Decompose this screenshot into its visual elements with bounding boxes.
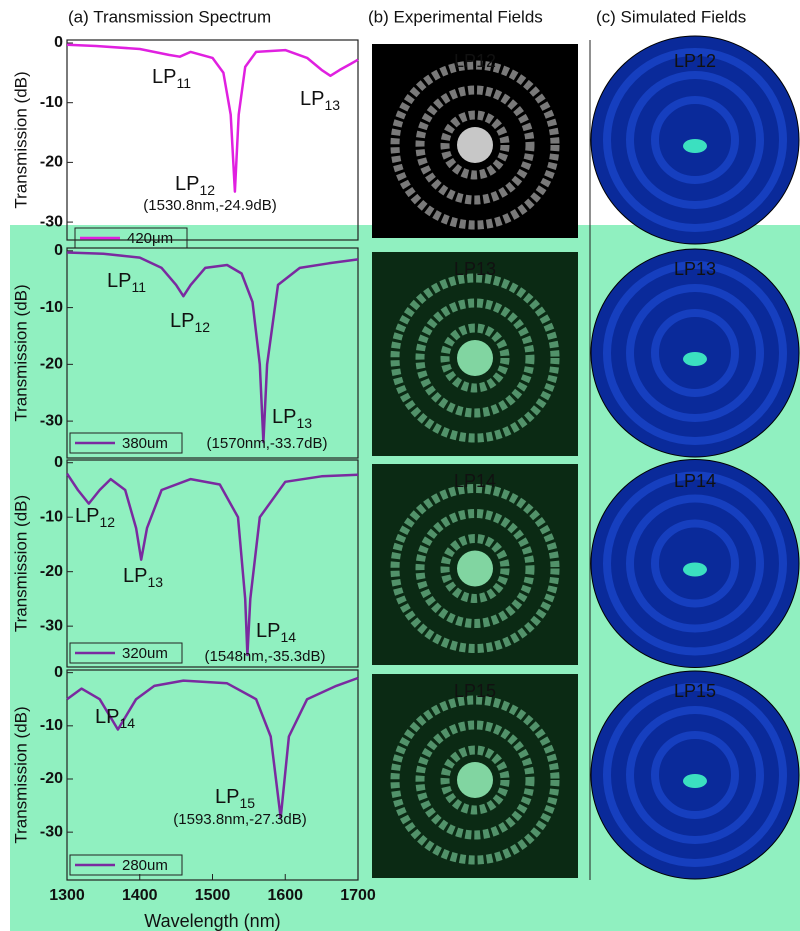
mode-subscript: 13 <box>296 415 312 431</box>
mode-subscript: 12 <box>99 514 115 530</box>
experimental-field-label: LP12 <box>454 51 496 71</box>
mode-base: LP <box>95 706 119 728</box>
x-axis-label: Wavelength (nm) <box>144 911 280 931</box>
y-tick-label: -20 <box>40 563 63 580</box>
y-tick-label: -30 <box>40 412 63 429</box>
simulated-field-label: LP14 <box>674 471 716 491</box>
y-tick-label: -10 <box>40 717 63 734</box>
x-tick-label: 1700 <box>340 887 376 904</box>
mode-subscript: 15 <box>239 795 255 811</box>
dip-value-label: (1530.8nm,-24.9dB) <box>143 197 276 214</box>
panel-header: (b) Experimental Fields <box>368 7 543 26</box>
y-axis-label: Transmission (dB) <box>11 706 30 843</box>
dip-value-label: (1593.8nm,-27.3dB) <box>173 811 306 828</box>
experimental-field-label: LP15 <box>454 681 496 701</box>
mode-subscript: 14 <box>119 715 135 731</box>
y-tick-label: -30 <box>40 617 63 634</box>
sim-core <box>683 352 707 366</box>
mode-label: LP13 <box>300 88 340 112</box>
y-tick-label: 0 <box>54 242 63 259</box>
y-tick-label: -10 <box>40 94 63 111</box>
y-axis-label: Transmission (dB) <box>11 495 30 632</box>
x-tick-label: 1600 <box>267 887 303 904</box>
dip-value-label: (1570nm,-33.7dB) <box>207 435 328 452</box>
simulated-field-label: LP15 <box>674 681 716 701</box>
y-tick-label: -30 <box>40 213 63 230</box>
mode-base: LP <box>123 565 147 587</box>
sim-core <box>683 774 707 788</box>
line-series <box>67 45 358 192</box>
mode-subscript: 13 <box>324 97 340 113</box>
mode-base: LP <box>170 310 194 332</box>
mode-subscript: 13 <box>147 574 163 590</box>
legend-label: 280um <box>122 857 168 874</box>
legend-label: 320um <box>122 645 168 662</box>
mode-label: LP12 <box>175 173 215 197</box>
mode-base: LP <box>107 270 131 292</box>
mode-label: LP11 <box>152 66 191 90</box>
dip-value-label: (1548nm,-35.3dB) <box>205 648 326 665</box>
field-core <box>457 127 493 163</box>
mode-base: LP <box>215 786 239 808</box>
field-core <box>457 551 493 587</box>
field-core <box>457 340 493 376</box>
panel-header: (a) Transmission Spectrum <box>68 7 271 26</box>
y-axis-label: Transmission (dB) <box>11 71 30 208</box>
legend-label: 380um <box>122 435 168 452</box>
mode-subscript: 11 <box>131 279 146 295</box>
y-tick-label: -30 <box>40 823 63 840</box>
experimental-field-label: LP14 <box>454 471 496 491</box>
mode-subscript: 12 <box>194 319 210 335</box>
y-axis-label: Transmission (dB) <box>11 284 30 421</box>
sim-core <box>683 139 707 153</box>
figure: (a) Transmission Spectrum (b) Experimenta… <box>0 0 800 931</box>
y-tick-label: -20 <box>40 356 63 373</box>
simulated-field-label: LP13 <box>674 259 716 279</box>
mode-base: LP <box>300 88 324 110</box>
mode-subscript: 12 <box>199 182 215 198</box>
mode-base: LP <box>272 406 296 428</box>
simulated-field-label: LP12 <box>674 51 716 71</box>
y-tick-label: -10 <box>40 508 63 525</box>
sim-core <box>683 563 707 577</box>
panel-header: (c) Simulated Fields <box>596 7 746 26</box>
y-tick-label: -20 <box>40 154 63 171</box>
mode-subscript: 11 <box>176 75 191 91</box>
mode-base: LP <box>152 66 176 88</box>
y-tick-label: -10 <box>40 299 63 316</box>
legend-label: 420μm <box>127 230 173 247</box>
y-tick-label: 0 <box>54 664 63 681</box>
y-tick-label: 0 <box>54 454 63 471</box>
field-core <box>457 762 493 798</box>
experimental-field-label: LP13 <box>454 259 496 279</box>
mode-base: LP <box>175 173 199 195</box>
mode-subscript: 14 <box>280 629 296 645</box>
mode-base: LP <box>75 505 99 527</box>
x-tick-label: 1300 <box>49 887 85 904</box>
mode-base: LP <box>256 620 280 642</box>
y-tick-label: 0 <box>54 34 63 51</box>
x-tick-label: 1400 <box>122 887 158 904</box>
y-tick-label: -20 <box>40 770 63 787</box>
x-tick-label: 1500 <box>195 887 231 904</box>
